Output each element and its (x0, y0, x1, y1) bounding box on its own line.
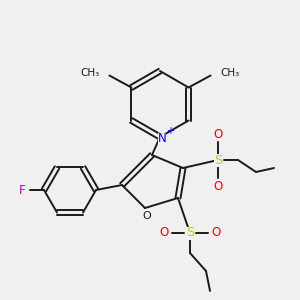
Text: O: O (142, 211, 152, 221)
Text: +: + (166, 126, 174, 136)
Text: CH₃: CH₃ (80, 68, 99, 79)
Text: N: N (158, 133, 166, 146)
Text: O: O (213, 179, 223, 193)
Text: CH₃: CH₃ (220, 68, 240, 79)
Text: S: S (214, 154, 222, 166)
Text: O: O (212, 226, 220, 239)
Text: F: F (19, 184, 25, 196)
Text: S: S (186, 226, 194, 239)
Text: O: O (159, 226, 169, 239)
Text: O: O (213, 128, 223, 140)
